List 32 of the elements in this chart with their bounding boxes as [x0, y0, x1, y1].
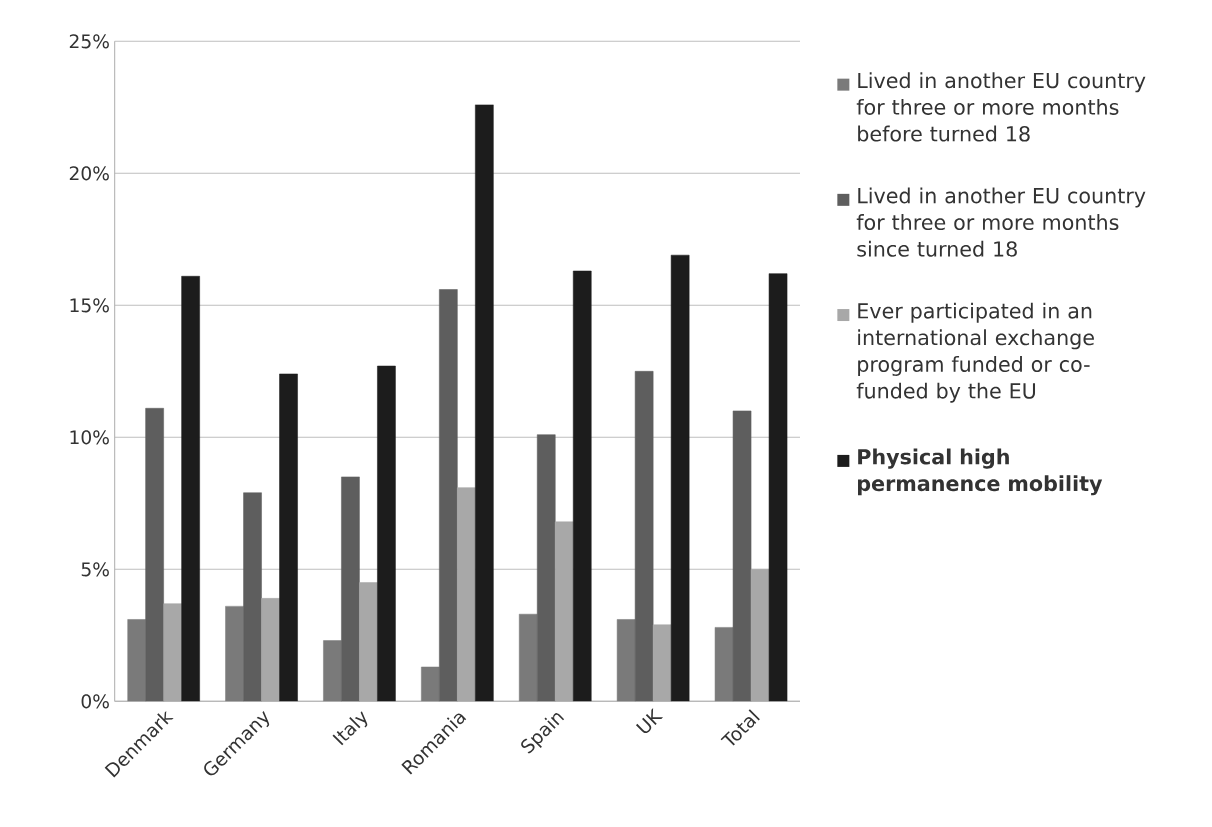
bar: [181, 276, 200, 702]
bar: [163, 603, 182, 702]
bar: [652, 624, 672, 702]
bar: [732, 410, 752, 702]
y-tick-label: 10%: [70, 430, 109, 445]
bar: [457, 487, 476, 702]
x-tick-label: UK: [635, 708, 664, 734]
bar: [475, 104, 494, 702]
bar: [439, 289, 458, 702]
legend-label: Lived in another EU country for three or more months since turned 18: [856, 187, 1146, 257]
bar: [750, 569, 770, 702]
bar: [768, 273, 788, 702]
legend-label: Ever participated in an international exchange program funded or co-funded by the EU: [856, 302, 1094, 403]
y-tick-label: 5%: [81, 562, 109, 577]
bar: [670, 255, 690, 702]
bar: [377, 365, 396, 702]
y-tick-label: 25%: [69, 34, 109, 49]
y-tick-label: 0%: [81, 694, 109, 709]
legend-label: Physical high permanence mobility: [858, 448, 1103, 496]
y-tick-label: 15%: [70, 298, 109, 313]
bar: [243, 492, 262, 702]
bar: [359, 582, 378, 702]
bar: [554, 521, 574, 702]
y-tick-label: 20%: [69, 166, 109, 181]
bar: [536, 434, 556, 702]
bar: [279, 373, 298, 702]
legend-label: Lived in another EU country for three or more months before turned 18: [856, 72, 1146, 142]
bar: [261, 598, 280, 702]
bar: [145, 408, 164, 702]
bar: [572, 270, 592, 702]
bar: [341, 476, 360, 702]
bar: [634, 371, 654, 702]
